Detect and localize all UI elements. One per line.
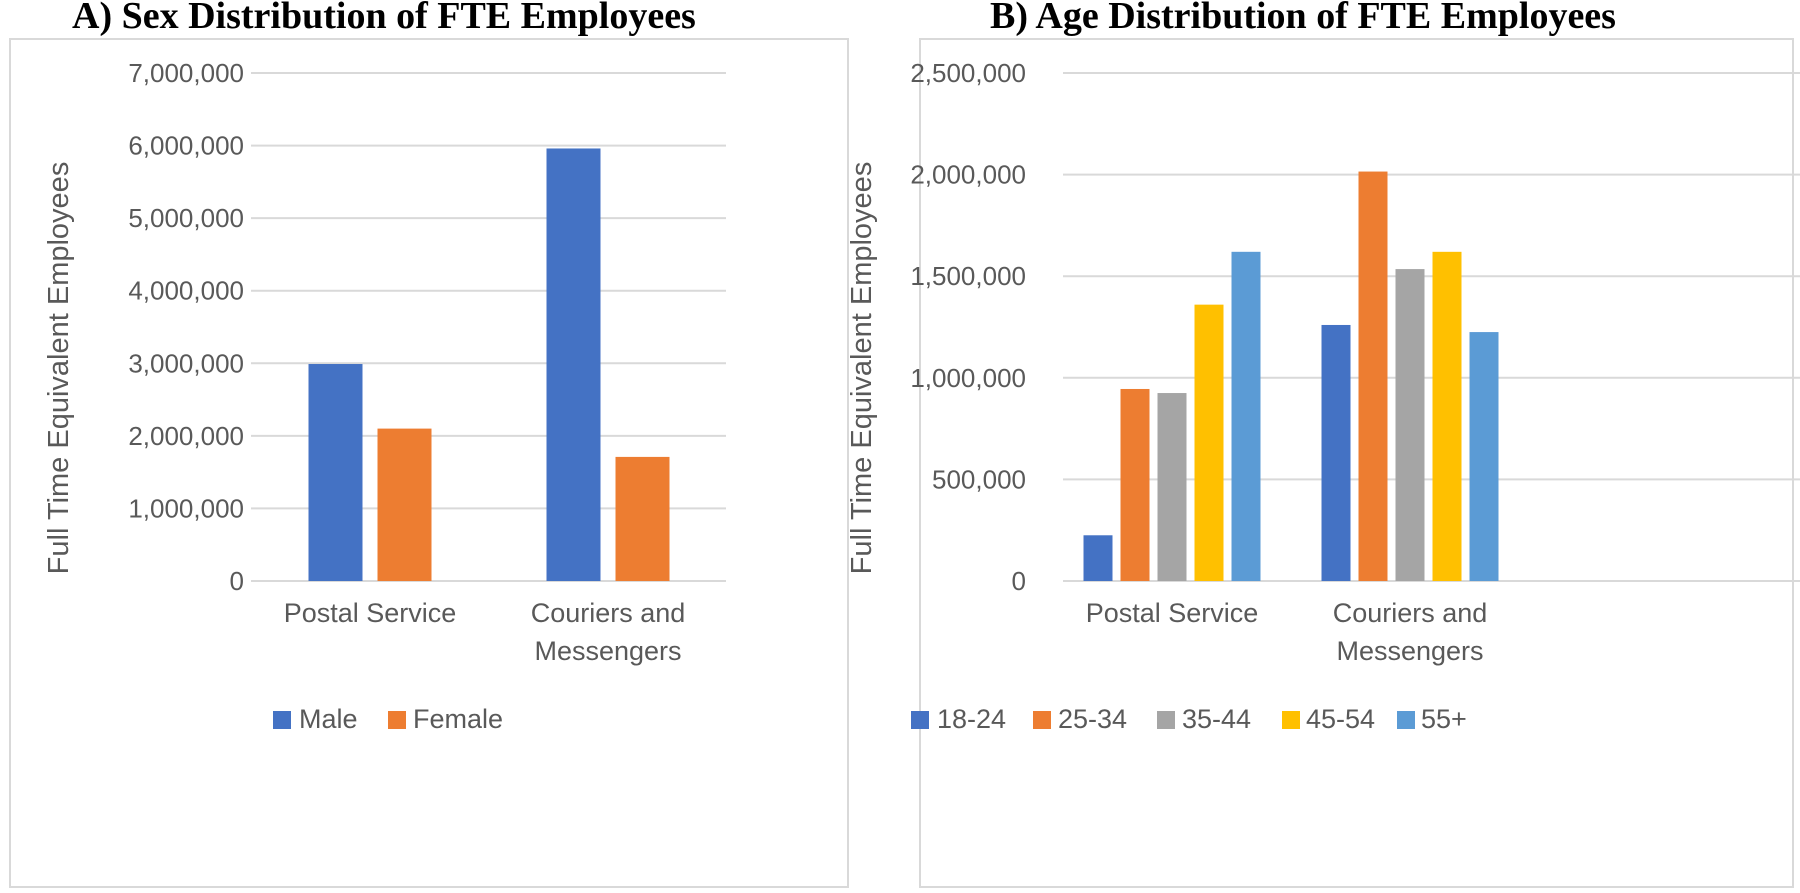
chart-a-panel: 0 1,000,000 2,000,000 3,000,000 4,000,000 5,0… — [9, 38, 849, 888]
age-legend-label: 35-44 — [1182, 704, 1251, 734]
age-y-tick-label: 1,000,000 — [910, 363, 1026, 393]
sex-legend-swatch-male — [273, 711, 291, 729]
sex-bar-male-0 — [308, 364, 363, 581]
sex-y-tick-label: 1,000,000 — [128, 493, 244, 523]
age-category-label: Messengers — [1336, 636, 1483, 666]
chart-a-title: A) Sex Distribution of FTE Employees — [72, 0, 696, 37]
age-bar-55--0 — [1231, 251, 1261, 582]
age-y-tick-label: 1,500,000 — [910, 261, 1026, 291]
sex-category-label: Messengers — [534, 636, 681, 666]
age-legend-swatch-18-24 — [911, 711, 929, 729]
age-legend-label: 25-34 — [1058, 704, 1127, 734]
age-legend-label: 55+ — [1421, 704, 1467, 734]
age-category-label: Postal Service — [1086, 598, 1259, 628]
age-y-tick-label: 2,000,000 — [910, 160, 1026, 190]
sex-category-label: Couriers and — [531, 598, 686, 628]
sex-legend-label: Male — [299, 704, 358, 734]
age-legend-swatch-45-54 — [1282, 711, 1300, 729]
age-bar-45-54-1 — [1432, 251, 1462, 582]
age-bar-35-44-1 — [1395, 269, 1425, 581]
age-category-label: Couriers and — [1333, 598, 1488, 628]
age-bar-25-34-1 — [1358, 171, 1388, 581]
age-legend-label: 18-24 — [937, 704, 1006, 734]
age-y-tick-label: 0 — [1012, 566, 1026, 596]
age-bar-25-34-0 — [1120, 388, 1150, 581]
sex-y-tick-label: 0 — [230, 566, 244, 596]
sex-y-tick-label: 5,000,000 — [128, 203, 244, 233]
age-distribution-chart: 0 500,000 1,000,000 1,500,000 2,000,000 2,500… — [846, 58, 1800, 734]
sex-legend-swatch-female — [388, 711, 406, 729]
age-y-axis-title: Full Time Equivalent Employees — [846, 162, 878, 575]
age-bar-45-54-0 — [1194, 304, 1224, 581]
sex-bar-female-0 — [377, 428, 432, 581]
sex-bar-female-1 — [615, 456, 670, 581]
sex-legend-label: Female — [413, 704, 503, 734]
sex-y-tick-label: 2,000,000 — [128, 421, 244, 451]
sex-y-tick-label: 7,000,000 — [128, 58, 244, 88]
age-bar-18-24-1 — [1321, 324, 1351, 581]
age-bar-18-24-0 — [1083, 535, 1113, 581]
sex-category-label: Postal Service — [284, 598, 457, 628]
sex-y-tick-label: 3,000,000 — [128, 348, 244, 378]
chart-b-panel: 0 500,000 1,000,000 1,500,000 2,000,000 2,500… — [846, 38, 1800, 888]
age-y-tick-label: 500,000 — [932, 464, 1026, 494]
sex-distribution-chart: 0 1,000,000 2,000,000 3,000,000 4,000,000 5,0… — [43, 58, 726, 734]
age-bar-55--1 — [1469, 332, 1499, 581]
age-legend-swatch-55- — [1397, 711, 1415, 729]
age-legend-swatch-35-44 — [1157, 711, 1175, 729]
age-y-tick-label: 2,500,000 — [910, 58, 1026, 88]
sex-y-tick-label: 4,000,000 — [128, 276, 244, 306]
age-legend-label: 45-54 — [1306, 704, 1375, 734]
chart-b-title: B) Age Distribution of FTE Employees — [990, 0, 1616, 37]
age-bar-35-44-0 — [1157, 393, 1187, 581]
sex-y-axis-title: Full Time Equivalent Employees — [43, 162, 75, 575]
age-legend-swatch-25-34 — [1033, 711, 1051, 729]
sex-bar-male-1 — [546, 148, 601, 581]
sex-y-tick-label: 6,000,000 — [128, 131, 244, 161]
